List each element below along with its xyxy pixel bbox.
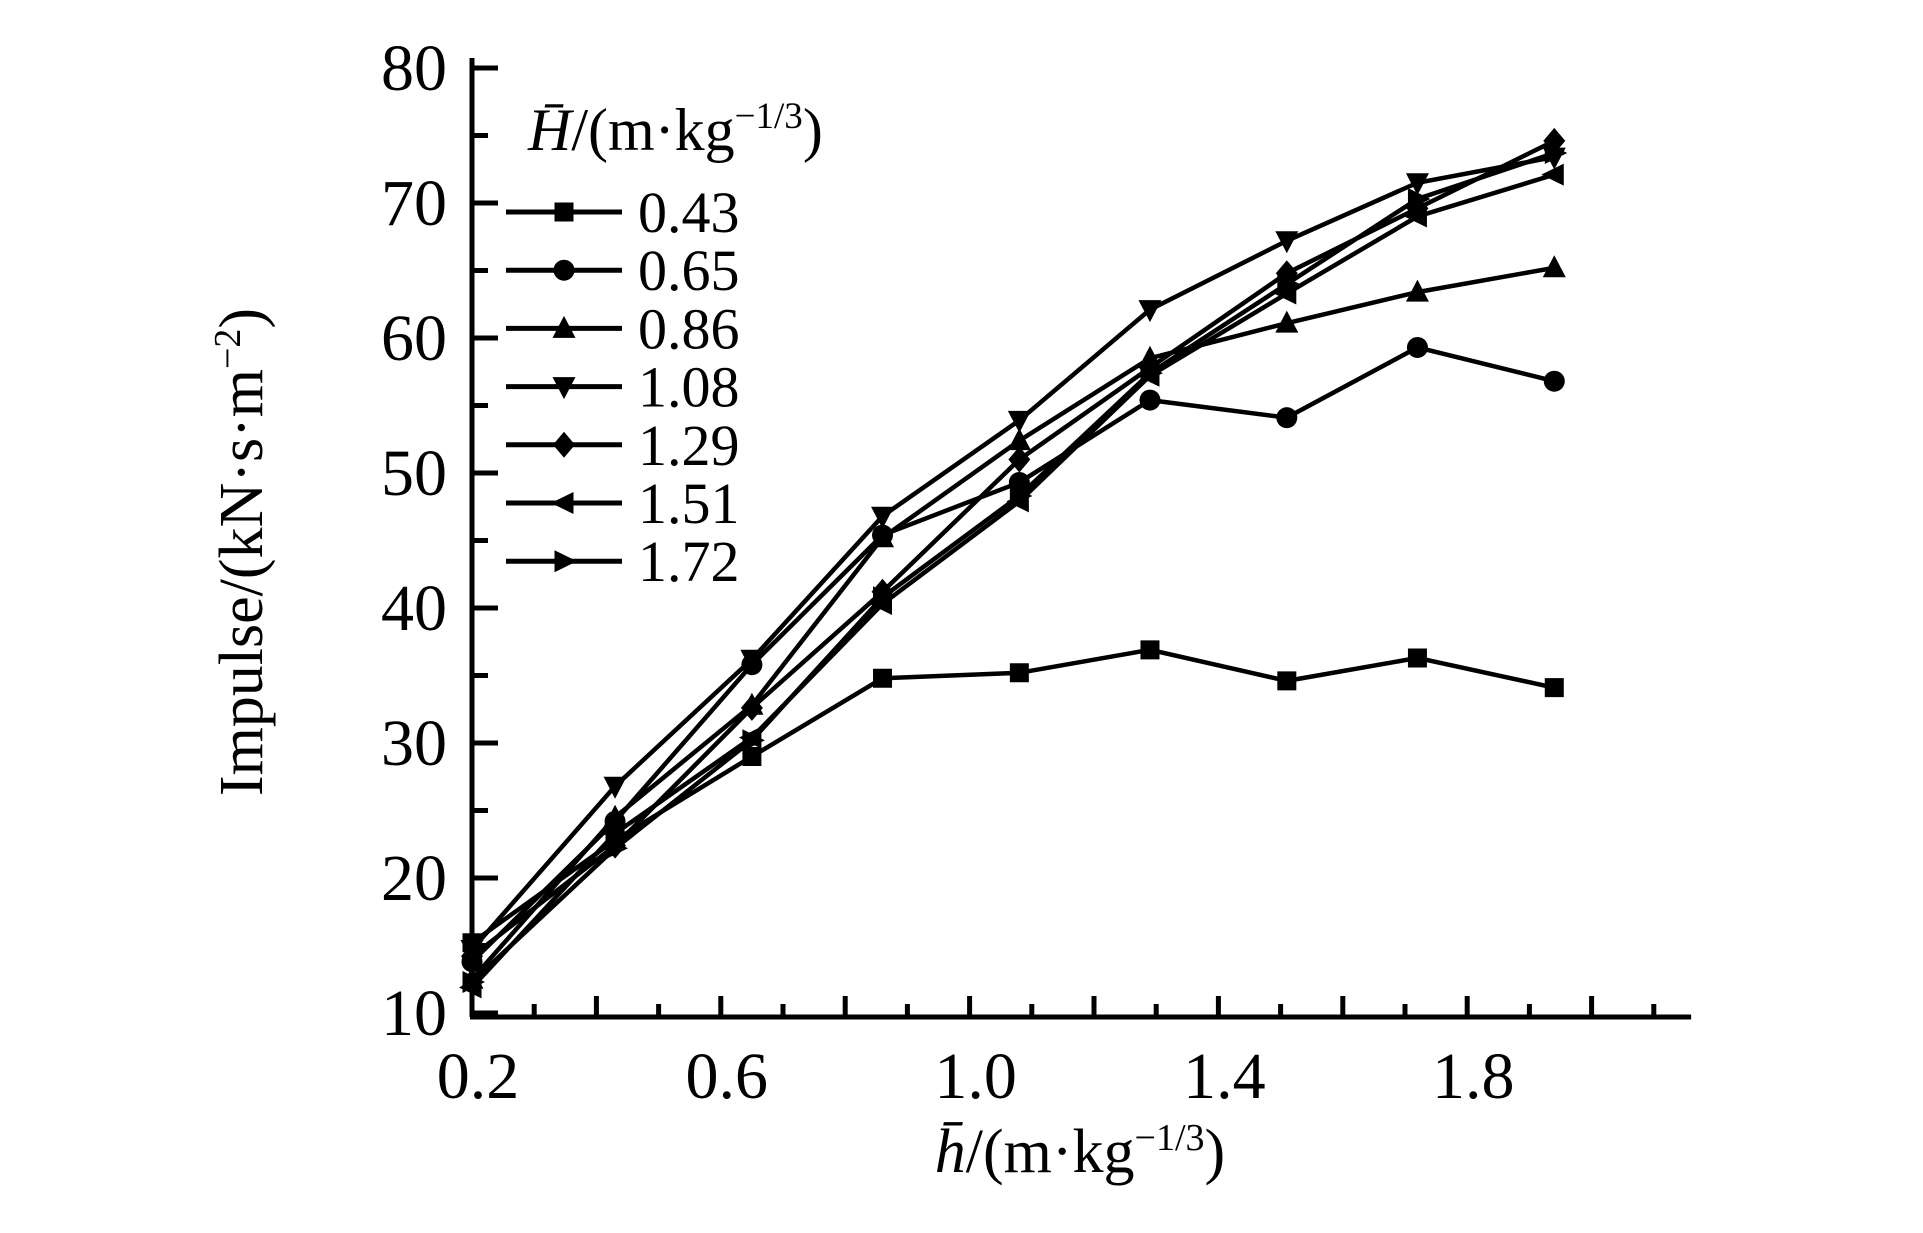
legend-item-label: 1.29	[638, 413, 740, 478]
triangle-right-marker	[1544, 142, 1568, 165]
triangle-down-marker	[1275, 231, 1299, 254]
series-0.65	[461, 336, 1565, 973]
triangle-left-marker	[602, 822, 625, 845]
legend-item-1.29: 1.29	[506, 413, 740, 478]
circle-marker	[1139, 389, 1161, 411]
triangle-down-marker	[740, 649, 764, 672]
series-1.29	[461, 127, 1566, 970]
legend-item-label: 1.51	[638, 471, 740, 536]
legend-title: H̄/(m·kg−1/3​)	[527, 96, 823, 163]
y-tick-label: 80	[381, 32, 447, 105]
square-marker	[1140, 640, 1160, 660]
axes	[469, 58, 1692, 1020]
x-tick-label: 1.8	[1432, 1040, 1515, 1113]
triangle-up-marker	[1405, 279, 1429, 302]
triangle-right-marker	[742, 729, 765, 752]
triangle-left-marker	[551, 492, 574, 514]
y-tick-label: 40	[381, 572, 447, 645]
legend-item-0.43: 0.43	[506, 180, 740, 245]
triangle-down-marker	[1138, 300, 1162, 323]
square-marker	[742, 747, 762, 766]
legend-item-0.65: 0.65	[506, 238, 740, 303]
triangle-up-marker	[1007, 428, 1031, 451]
legend-item-label: 1.72	[638, 529, 740, 594]
square-marker	[1009, 663, 1029, 683]
circle-marker	[553, 259, 575, 281]
triangle-right-marker	[873, 586, 896, 609]
series-line-0.65	[470, 345, 1555, 964]
diamond-marker	[740, 694, 763, 721]
triangle-right-marker	[1140, 362, 1163, 385]
legend-item-label: 0.43	[638, 180, 740, 245]
triangle-left-marker	[1541, 163, 1564, 186]
square-marker	[1277, 671, 1297, 691]
legend-item-1.72: 1.72	[506, 529, 740, 594]
triangle-up-marker	[871, 525, 895, 548]
square-marker	[1544, 678, 1564, 698]
y-tick-label: 30	[381, 707, 447, 780]
y-axis-title: Impulse/(kN·s·m−2​)	[207, 308, 276, 796]
triangle-right-marker	[605, 837, 629, 860]
series-0.43	[462, 640, 1564, 953]
diamond-marker	[553, 431, 575, 458]
y-tick-label: 70	[381, 167, 447, 240]
legend-item-0.86: 0.86	[506, 296, 740, 361]
diamond-marker	[461, 943, 483, 970]
x-tick-label: 0.6	[686, 1040, 769, 1113]
triangle-right-marker	[1009, 484, 1033, 507]
y-tick-label: 50	[381, 437, 447, 510]
series-1.72	[462, 142, 1568, 993]
triangle-left-marker	[1404, 205, 1427, 228]
triangle-down-marker	[871, 506, 895, 529]
series-1.51	[459, 163, 1564, 999]
legend-item-label: 0.65	[638, 238, 740, 303]
x-tick-label: 0.2	[437, 1040, 520, 1113]
triangle-down-marker	[552, 377, 576, 400]
series-0.86	[460, 255, 1566, 989]
y-tick-label: 20	[381, 842, 447, 915]
x-axis-title: h̄/(m·kg−1/3​)	[935, 1117, 1225, 1186]
triangle-down-marker	[1007, 410, 1031, 433]
square-marker	[873, 668, 893, 688]
triangle-down-marker	[1405, 173, 1429, 196]
y-tick-label: 10	[381, 977, 447, 1050]
square-marker	[554, 202, 574, 222]
legend-item-label: 1.08	[638, 355, 740, 420]
triangle-right-marker	[1277, 273, 1300, 295]
legend: 0.430.650.861.081.291.511.72	[506, 180, 740, 594]
triangle-right-marker	[1407, 187, 1431, 210]
triangle-right-marker	[554, 550, 577, 573]
circle-marker	[1276, 407, 1298, 429]
series-line-0.86	[470, 265, 1555, 981]
series-line-1.72	[470, 150, 1555, 984]
legend-item-1.51: 1.51	[506, 471, 740, 536]
triangle-down-marker	[603, 776, 627, 799]
triangle-up-marker	[1542, 255, 1566, 278]
y-tick-label: 60	[381, 302, 447, 375]
square-marker	[1407, 648, 1427, 668]
x-tick-label: 1.0	[934, 1040, 1017, 1113]
legend-item-label: 0.86	[638, 296, 740, 361]
circle-marker	[1406, 336, 1428, 358]
triangle-up-marker	[552, 315, 576, 338]
triangle-right-marker	[462, 970, 485, 993]
legend-item-1.08: 1.08	[506, 355, 740, 420]
diamond-marker	[1008, 446, 1031, 473]
triangle-up-marker	[603, 804, 627, 827]
x-tick-label: 1.4	[1183, 1040, 1266, 1113]
triangle-up-marker	[1275, 310, 1299, 333]
circle-marker	[1543, 370, 1565, 392]
